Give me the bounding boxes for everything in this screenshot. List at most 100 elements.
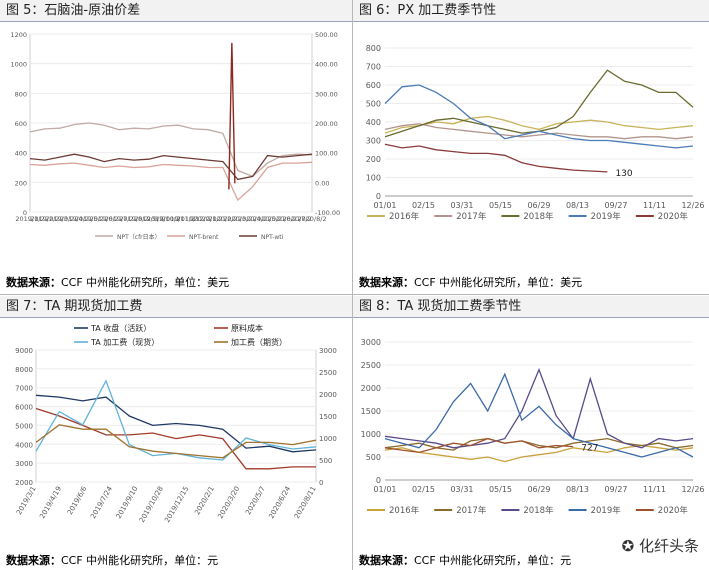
watermark: ✪ 化纤头条 [621, 537, 699, 555]
legend-label: NPT-wti [261, 234, 284, 241]
x-tick-label: 08/13 [566, 201, 589, 210]
y-tick-label: 3000 [361, 338, 381, 347]
x-tick-label: 03/31 [450, 201, 473, 210]
x-tick-label: 11/11 [643, 485, 666, 494]
x-tick-label: 2019/1/2 [15, 215, 44, 223]
legend-label: 2017年 [456, 505, 487, 516]
series-line [384, 84, 694, 149]
chart-title: 图 7：TA 期现货加工费 [0, 296, 352, 318]
x-tick-label: 2019/8/2 [119, 215, 148, 223]
x-tick-label: 2020/2/1 [193, 485, 216, 516]
x-tick-label: 2019/7/24 [89, 485, 114, 521]
x-tick-label: 2019/3/2 [45, 215, 74, 223]
x-tick-label: 08/13 [566, 485, 589, 494]
y-left-tick-label: 9000 [15, 347, 33, 355]
panel-divider-vertical [352, 0, 353, 570]
series-line [384, 115, 694, 134]
x-tick-label: 2020/5/2 [253, 215, 282, 223]
x-tick-label: 2019/6/6 [66, 485, 89, 517]
y-tick-label: 2500 [361, 361, 381, 370]
source-note: 数据来源：CCF 中州能化研究所，单位：美元 [6, 276, 230, 289]
x-tick-label: 2020/8/11 [293, 485, 318, 520]
x-tick-label: 2020/6/24 [267, 485, 292, 521]
x-tick-label: 2020/4/2 [238, 215, 267, 223]
series-line [29, 153, 313, 181]
y-right-tick-label: 0 [319, 479, 323, 487]
x-tick-label: 2019/9/2 [134, 215, 163, 223]
x-tick-label: 2020/3/20 [216, 485, 241, 520]
x-tick-label: 05/15 [489, 201, 512, 210]
y-left-tick-label: 3000 [15, 460, 33, 468]
legend-label: 2018年 [523, 211, 554, 222]
series-line [35, 424, 317, 459]
y-left-tick-label: 4000 [15, 441, 33, 449]
chart-panel-px-seasonal: 图 6：PX 加工费季节性 0 100 200 300 400 500 600 700 800 0… [353, 0, 709, 292]
chart-title: 图 6：PX 加工费季节性 [353, 0, 709, 22]
x-tick-label: 2019/4/2 [60, 215, 89, 223]
x-tick-label: 2020/8/2 [297, 215, 326, 223]
x-tick-label: 2020/1/2 [194, 215, 223, 223]
y-tick-label: 700 [366, 63, 381, 72]
y-right-tick-label: 2500 [319, 369, 337, 377]
source-note: 数据来源：CCF 中州能化研究所，单位：美元 [359, 276, 583, 289]
x-tick-label: 2019/6/2 [90, 215, 119, 223]
x-tick-label: 06/29 [527, 485, 550, 494]
x-tick-label: 2019/4/19 [38, 485, 63, 520]
y-left-tick-label: 6000 [15, 404, 33, 412]
x-tick-label: 05/15 [489, 485, 512, 494]
legend-label: 2019年 [591, 211, 622, 222]
y-tick-label: 300 [366, 137, 381, 146]
x-tick-label: 12/26 [681, 485, 704, 494]
y-tick-label: 0 [376, 476, 381, 485]
y-right-tick-label: 200.00 [315, 120, 338, 128]
chart-panel-ta-seasonal: 图 8：TA 现货加工费季节性 0 500 1000 1500 2000 2500 3000… [353, 296, 709, 570]
chart-panel-naphtha-crude: 图 5：石脑油-原油价差 0 200 400 600 800 1000 1200 -100.0… [0, 0, 352, 292]
y-left-tick-label: 0 [23, 209, 27, 217]
y-right-tick-label: 400.00 [315, 61, 338, 69]
x-tick-label: 2019/7/2 [104, 215, 133, 223]
series-line [35, 394, 317, 453]
x-tick-label: 2019/10/28 [138, 485, 165, 524]
x-tick-label: 09/27 [604, 485, 627, 494]
naphtha-crude-spread-chart: 0 200 400 600 800 1000 1200 -100.00 0.00 100.00 20… [10, 31, 340, 241]
chart-panel-ta-spot-futures: 图 7：TA 期现货加工费 2000 3000 4000 5000 6000 7000 80… [0, 296, 352, 570]
source-note: 数据来源：CCF 中州能化研究所，单位：元 [6, 554, 219, 567]
x-tick-label: 2020/3/2 [223, 215, 252, 223]
x-tick-label: 09/27 [604, 201, 627, 210]
legend-label: 2020年 [658, 211, 689, 222]
x-tick-label: 12/26 [681, 201, 704, 210]
legend-label: 2018年 [523, 505, 554, 516]
x-tick-label: 02/15 [412, 485, 435, 494]
legend-label: 2020年 [658, 505, 689, 516]
px-spread-seasonal-chart: 0 100 200 300 400 500 600 700 800 01/01 02/15 03/31… [366, 44, 705, 222]
series-line [384, 143, 608, 173]
y-tick-label: 100 [366, 174, 381, 183]
x-tick-label: 2020/6/2 [268, 215, 297, 223]
legend-label: 2016年 [389, 211, 420, 222]
legend-label: 2019年 [591, 505, 622, 516]
x-tick-label: 2019/5/2 [75, 215, 104, 223]
y-left-tick-label: 8000 [15, 366, 33, 374]
y-right-tick-label: 300.00 [315, 90, 338, 98]
x-tick-label: 06/29 [527, 201, 550, 210]
wechat-icon: ✪ [621, 537, 639, 555]
y-left-tick-label: 400 [15, 150, 27, 158]
series-line [29, 161, 313, 202]
legend-label: 2016年 [389, 505, 420, 516]
x-tick-label: 2019/11/2 [162, 215, 195, 223]
y-left-tick-label: 200 [15, 179, 27, 187]
y-right-tick-label: 500 [319, 457, 332, 465]
y-left-tick-label: 600 [15, 120, 27, 128]
legend-label: NPT-brent [189, 234, 219, 241]
y-left-tick-label: 7000 [15, 385, 33, 393]
legend-label: 2017年 [456, 211, 487, 222]
panel-divider-horizontal [0, 294, 709, 295]
series-line [35, 407, 316, 470]
x-tick-label: 01/01 [373, 201, 396, 210]
y-tick-label: 500 [366, 100, 381, 109]
spike-line [228, 42, 236, 190]
y-tick-label: 800 [366, 44, 381, 53]
y-left-tick-label: 800 [15, 90, 27, 98]
legend-label: TA 加工费（现货） [90, 337, 159, 347]
end-value-label: 727 [581, 444, 598, 454]
